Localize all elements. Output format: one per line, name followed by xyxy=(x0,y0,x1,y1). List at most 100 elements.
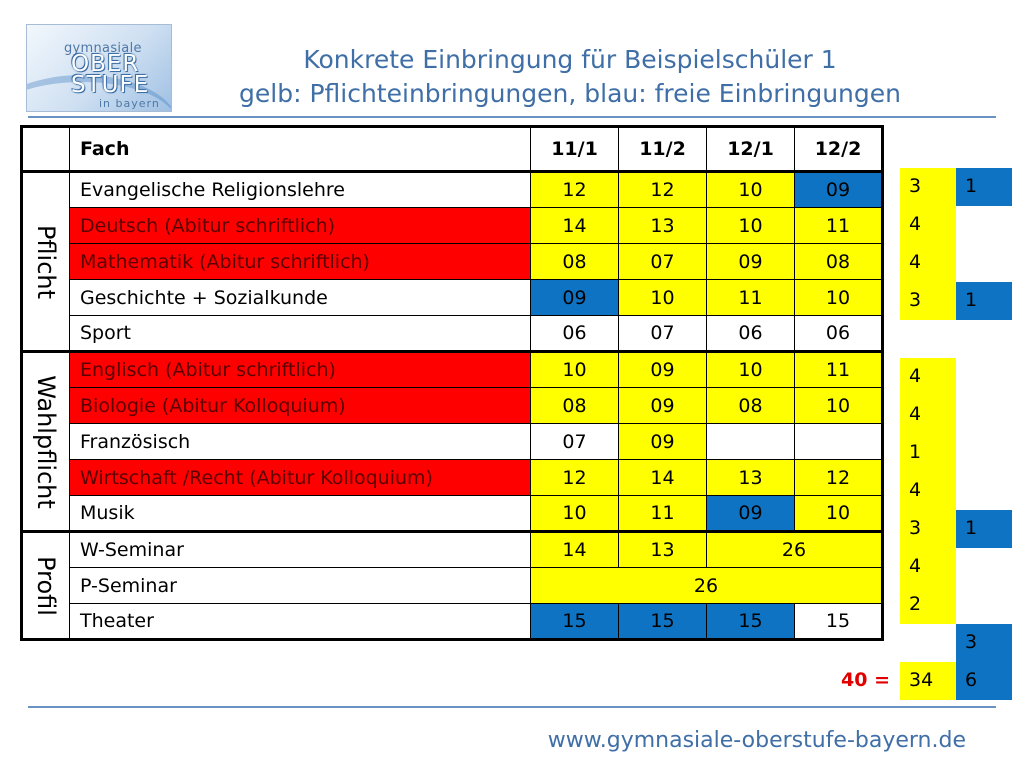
grade-cell: 10 xyxy=(794,279,883,316)
table-row: Biologie (Abitur Kolloquium) 08 09 08 10 xyxy=(22,387,883,424)
top-divider xyxy=(28,116,996,118)
grade-cell: 08 xyxy=(706,387,795,424)
logo-text-bottom: in bayern xyxy=(99,97,160,110)
logo-text-ober: OBER xyxy=(71,51,140,77)
header-11-1: 11/1 xyxy=(530,126,619,172)
header-12-2: 12/2 xyxy=(794,126,883,172)
grade-cell: 10 xyxy=(794,495,883,532)
grade-cell-merged: 26 xyxy=(530,567,883,604)
grade-cell: 09 xyxy=(794,170,883,208)
logo-swoosh xyxy=(27,75,171,111)
subject-cell: W-Seminar xyxy=(69,530,531,568)
grade-cell: 11 xyxy=(794,350,883,388)
grade-cell: 15 xyxy=(706,603,795,640)
header-11-2: 11/2 xyxy=(618,126,707,172)
subject-cell: Evangelische Religionslehre xyxy=(69,170,531,208)
header-corner xyxy=(21,126,70,172)
slide-subtitle: gelb: Pflichteinbringungen, blau: freie … xyxy=(239,79,901,108)
count-free: 1 xyxy=(956,168,1012,206)
grade-cell: 12 xyxy=(618,170,707,208)
table-row: Musik 10 11 09 10 xyxy=(22,495,883,532)
subject-cell: Mathematik (Abitur schriftlich) xyxy=(69,243,531,280)
subject-cell: Geschichte + Sozialkunde xyxy=(69,279,531,316)
grade-cell: 07 xyxy=(618,315,707,352)
subject-cell: Deutsch (Abitur schriftlich) xyxy=(69,207,531,244)
grade-cell: 10 xyxy=(530,495,619,532)
table-row: Wahlpflicht Englisch (Abitur schriftlich… xyxy=(21,350,883,532)
subject-cell: Theater xyxy=(69,603,531,640)
grade-cell: 09 xyxy=(618,423,707,460)
group-profil: Profil xyxy=(21,530,70,640)
count-required: 4 xyxy=(900,396,956,434)
count-required: 3 xyxy=(900,510,956,548)
count-free: 1 xyxy=(956,510,1012,548)
grade-cell: 12 xyxy=(794,459,883,496)
grade-cell: 09 xyxy=(618,387,707,424)
table-row: Wirtschaft /Recht (Abitur Kolloquium) 12… xyxy=(22,459,883,496)
count-free: 1 xyxy=(956,282,1012,320)
grade-cell: 13 xyxy=(706,459,795,496)
subject-cell: Sport xyxy=(69,315,531,352)
table-row: Profil W-Seminar 14 13 26 xyxy=(21,530,883,640)
grade-cell: 09 xyxy=(618,350,707,388)
group-label: Wahlpflicht xyxy=(32,374,60,509)
footer-url: www.gymnasiale-oberstufe-bayern.de xyxy=(547,728,966,753)
grade-cell xyxy=(794,423,883,460)
grade-cell: 10 xyxy=(706,170,795,208)
table-row: Französisch 07 09 xyxy=(22,423,883,460)
logo: gymnasiale OBER STUFE in bayern xyxy=(26,24,172,112)
grade-cell: 08 xyxy=(530,387,619,424)
grade-cell: 10 xyxy=(530,350,619,388)
total-label: 40 = xyxy=(841,669,890,691)
grade-cell: 09 xyxy=(706,243,795,280)
grade-cell: 12 xyxy=(530,170,619,208)
grade-cell: 15 xyxy=(618,603,707,640)
table-header-row: Fach 11/1 11/2 12/1 12/2 xyxy=(21,126,883,172)
header-12-1: 12/1 xyxy=(706,126,795,172)
count-required: 4 xyxy=(900,472,956,510)
subject-cell: Musik xyxy=(69,495,531,532)
bottom-divider xyxy=(28,706,996,708)
table-row: Deutsch (Abitur schriftlich) 14 13 10 11 xyxy=(22,207,883,244)
table-row: Pflicht Evangelische Religionslehre 12 1… xyxy=(21,170,883,352)
subject-cell: Englisch (Abitur schriftlich) xyxy=(69,350,531,388)
count-required: 2 xyxy=(900,586,956,624)
grade-cell: 12 xyxy=(530,459,619,496)
grade-cell: 08 xyxy=(794,243,883,280)
grades-table: Fach 11/1 11/2 12/1 12/2 Pflicht Evangel… xyxy=(20,125,884,641)
grade-cell: 10 xyxy=(794,387,883,424)
grade-cell: 15 xyxy=(530,603,619,640)
grade-cell: 11 xyxy=(794,207,883,244)
table-row: Theater 15 15 15 15 xyxy=(22,603,883,640)
logo-text-stufe: STUFE xyxy=(71,72,150,98)
grade-cell: 13 xyxy=(618,207,707,244)
subject-cell: P-Seminar xyxy=(69,567,531,604)
grade-cell xyxy=(706,423,795,460)
table-row: Geschichte + Sozialkunde 09 10 11 10 xyxy=(22,279,883,316)
subject-cell: Französisch xyxy=(69,423,531,460)
grade-cell: 14 xyxy=(530,207,619,244)
group-pflicht: Pflicht xyxy=(21,170,70,352)
total-free: 6 xyxy=(956,662,1012,700)
subject-cell: Biologie (Abitur Kolloquium) xyxy=(69,387,531,424)
grade-cell: 09 xyxy=(706,495,795,532)
grade-cell: 08 xyxy=(530,243,619,280)
table-row: Sport 06 07 06 06 xyxy=(22,315,883,352)
count-required: 4 xyxy=(900,206,956,244)
count-required: 3 xyxy=(900,282,956,320)
count-required: 4 xyxy=(900,548,956,586)
header-fach: Fach xyxy=(69,126,531,172)
slide-title: Konkrete Einbringung für Beispielschüler… xyxy=(303,45,837,74)
grade-cell: 06 xyxy=(530,315,619,352)
grade-cell: 07 xyxy=(530,423,619,460)
count-required: 4 xyxy=(900,244,956,282)
table-row: P-Seminar 26 xyxy=(22,567,883,604)
subject-cell: Wirtschaft /Recht (Abitur Kolloquium) xyxy=(69,459,531,496)
count-required: 4 xyxy=(900,358,956,396)
grade-cell: 06 xyxy=(706,315,795,352)
table-row: Mathematik (Abitur schriftlich) 08 07 09… xyxy=(22,243,883,280)
grade-cell: 06 xyxy=(794,315,883,352)
count-free: 3 xyxy=(956,624,1012,662)
grade-cell: 07 xyxy=(618,243,707,280)
count-required: 3 xyxy=(900,168,956,206)
